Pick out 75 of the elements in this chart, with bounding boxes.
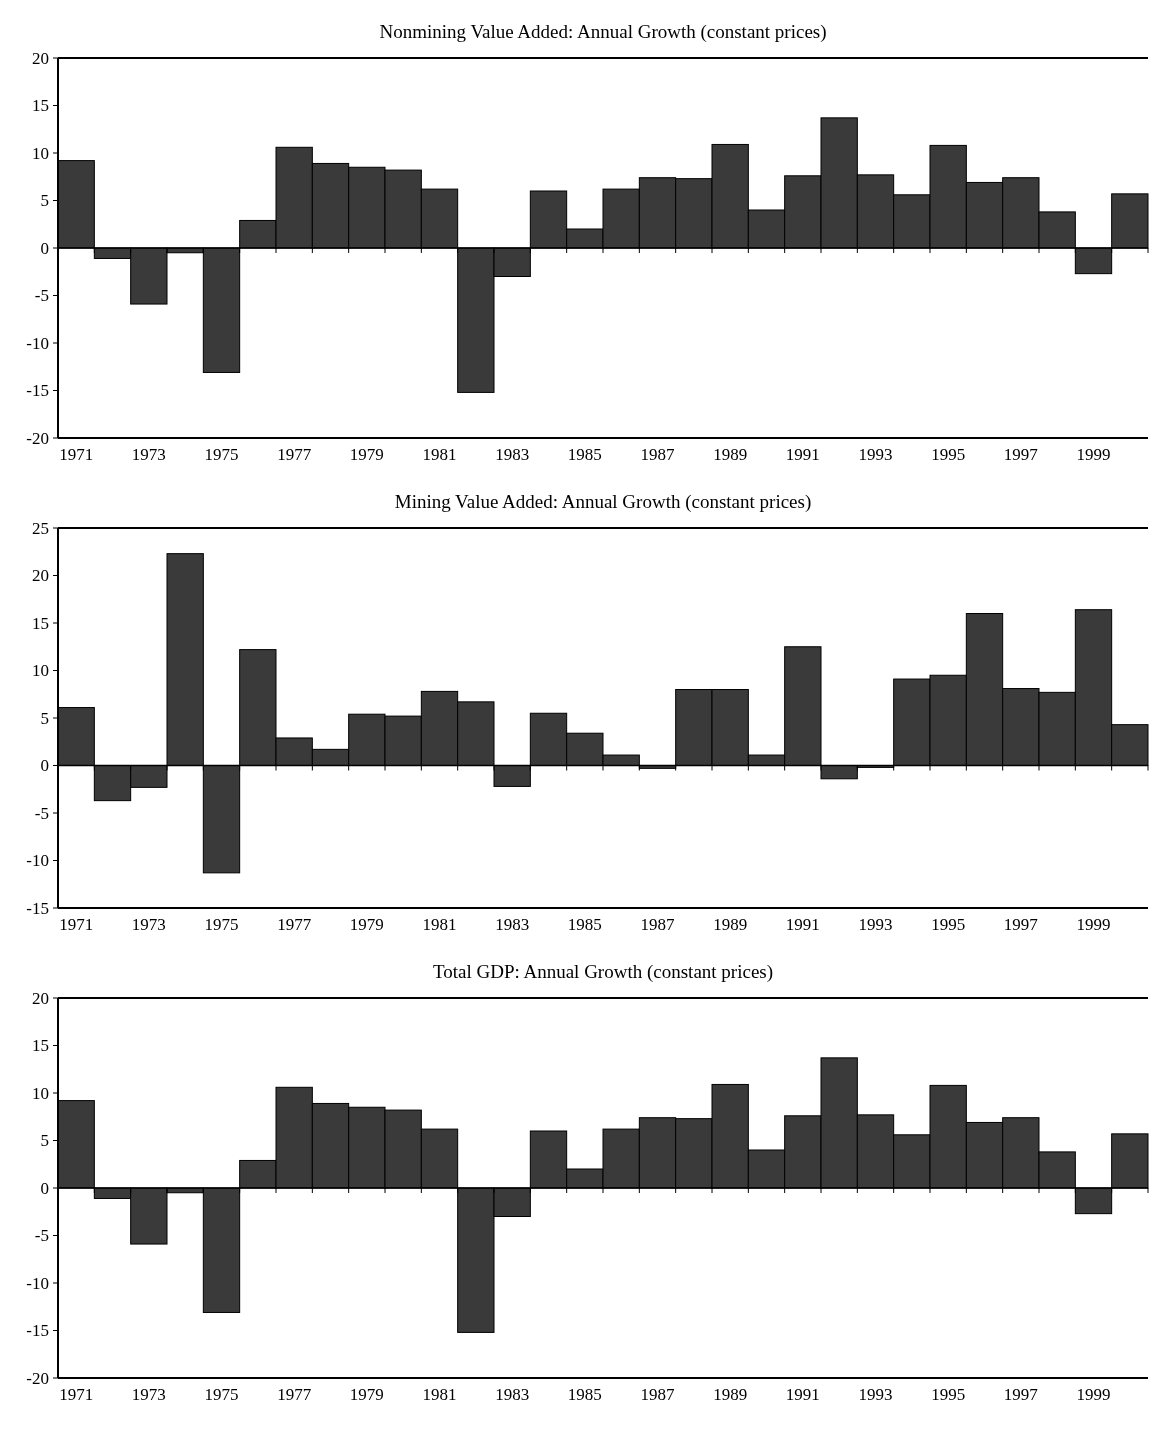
y-tick-label: -15	[26, 898, 49, 918]
y-tick-label: 10	[32, 661, 49, 681]
x-tick-label: 1997	[1003, 915, 1039, 934]
x-tick-label: 1975	[204, 915, 239, 934]
y-tick-label: -5	[34, 286, 49, 306]
y-tick-label: 5	[40, 1131, 49, 1151]
y-tick-label: 0	[40, 756, 49, 776]
x-tick-label: 1997	[1003, 1385, 1039, 1404]
x-tick-label: 1995	[931, 915, 966, 934]
y-tick-label: -10	[26, 851, 49, 871]
x-tick-label: 1987	[640, 915, 675, 934]
y-tick-label: 5	[40, 708, 49, 728]
y-tick-label: 20	[32, 566, 49, 586]
y-tick-label: 5	[40, 191, 49, 211]
y-tick-label: -20	[26, 428, 49, 448]
y-tick-label: 15	[32, 1036, 49, 1056]
x-tick-label: 1981	[422, 445, 457, 464]
x-tick-label: 1981	[422, 915, 457, 934]
x-tick-label: 1991	[785, 1385, 820, 1404]
y-tick-label: -10	[26, 1273, 49, 1293]
x-tick-label: 1985	[567, 445, 602, 464]
x-tick-label: 1989	[713, 445, 748, 464]
chart-title: Total GDP: Annual Growth (constant prices)	[432, 961, 774, 983]
x-tick-label: 1997	[1003, 445, 1039, 464]
x-tick-label: 1989	[713, 915, 748, 934]
x-tick-label: 1991	[785, 915, 820, 934]
y-tick-label: 10	[32, 143, 49, 163]
y-tick-label: 0	[40, 1178, 49, 1198]
x-tick-label: 1991	[785, 445, 820, 464]
chart-title: Mining Value Added: Annual Growth (constant prices)	[394, 491, 812, 513]
x-tick-label: 1993	[858, 915, 893, 934]
x-tick-label: 1987	[640, 445, 675, 464]
y-tick-label: -5	[34, 803, 49, 823]
y-tick-label: -5	[34, 1226, 49, 1246]
y-tick-label: 25	[32, 518, 49, 538]
x-tick-label: 1995	[931, 1385, 966, 1404]
x-tick-label: 1999	[1076, 1385, 1111, 1404]
x-tick-label: 1989	[713, 1385, 748, 1404]
y-tick-label: 20	[32, 988, 49, 1008]
x-tick-label: 1971	[59, 445, 94, 464]
y-tick-label: -10	[26, 333, 49, 353]
x-tick-label: 1983	[495, 915, 530, 934]
y-tick-label: -15	[26, 381, 49, 401]
y-tick-label: 10	[32, 1083, 49, 1103]
x-tick-label: 1987	[640, 1385, 675, 1404]
x-tick-label: 1983	[495, 445, 530, 464]
x-tick-label: 1999	[1076, 915, 1111, 934]
x-tick-label: 1981	[422, 1385, 457, 1404]
x-tick-label: 1973	[131, 445, 166, 464]
x-tick-label: 1977	[277, 915, 312, 934]
x-tick-label: 1983	[495, 1385, 530, 1404]
x-tick-label: 1975	[204, 1385, 239, 1404]
x-tick-label: 1979	[349, 1385, 384, 1404]
y-tick-label: 0	[40, 238, 49, 258]
chart-title: Nonmining Value Added: Annual Growth (constant prices)	[379, 21, 827, 43]
x-tick-label: 1979	[349, 445, 384, 464]
x-tick-label: 1979	[349, 915, 384, 934]
x-tick-label: 1985	[567, 1385, 602, 1404]
y-tick-label: -15	[26, 1321, 49, 1341]
x-tick-label: 1995	[931, 445, 966, 464]
x-tick-label: 1971	[59, 1385, 94, 1404]
x-tick-label: 1973	[131, 1385, 166, 1404]
x-tick-label: 1975	[204, 445, 239, 464]
y-tick-label: 20	[32, 48, 49, 68]
y-tick-label: -20	[26, 1368, 49, 1388]
x-tick-label: 1973	[131, 915, 166, 934]
x-tick-label: 1999	[1076, 445, 1111, 464]
x-tick-label: 1977	[277, 1385, 312, 1404]
x-tick-label: 1985	[567, 915, 602, 934]
x-tick-label: 1993	[858, 445, 893, 464]
y-tick-label: 15	[32, 96, 49, 116]
x-tick-label: 1971	[59, 915, 94, 934]
x-tick-label: 1993	[858, 1385, 893, 1404]
x-tick-label: 1977	[277, 445, 312, 464]
y-tick-label: 15	[32, 613, 49, 633]
